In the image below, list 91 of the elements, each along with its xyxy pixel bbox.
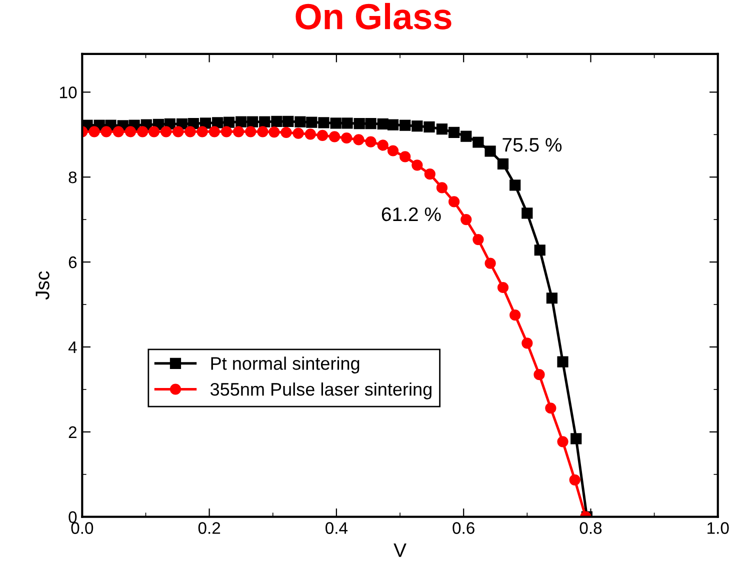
point — [268, 126, 280, 138]
point — [497, 158, 509, 170]
point — [271, 116, 282, 127]
point — [212, 117, 224, 128]
x-axis-title: V — [394, 544, 406, 557]
x-tick-label: 0.8 — [580, 522, 602, 534]
chart-title: On Glass — [296, 2, 452, 30]
point — [316, 130, 328, 142]
point — [557, 436, 568, 448]
point — [223, 116, 235, 128]
point — [160, 126, 172, 138]
y-tick-label: 4 — [68, 342, 77, 354]
x-tick-label: 1.0 — [708, 522, 729, 534]
point — [412, 120, 423, 132]
legend-label: 355nm Pulse laser sintering — [210, 382, 432, 400]
point — [137, 126, 148, 138]
point — [245, 126, 256, 138]
point — [510, 180, 521, 191]
point — [387, 119, 399, 130]
point — [257, 126, 268, 138]
x-tick-label: 0.6 — [452, 522, 474, 534]
point — [365, 118, 376, 130]
y-tick-label: 2 — [68, 426, 76, 438]
point — [342, 118, 353, 129]
point — [280, 126, 292, 138]
point — [412, 160, 423, 171]
point — [557, 356, 568, 368]
y-tick-label: 6 — [68, 256, 77, 268]
point — [330, 118, 342, 129]
point — [354, 118, 365, 130]
point — [377, 140, 388, 151]
point — [318, 117, 330, 128]
point — [304, 128, 316, 140]
point — [246, 116, 258, 128]
point — [232, 126, 244, 138]
point — [100, 126, 112, 138]
point — [365, 136, 376, 148]
point — [124, 126, 136, 138]
point — [570, 433, 582, 444]
point — [328, 131, 340, 142]
point — [88, 126, 100, 138]
point — [236, 116, 247, 128]
point — [294, 116, 306, 128]
y-tick-label: 0 — [68, 511, 77, 524]
x-tick-label: 0.4 — [326, 522, 348, 534]
point — [377, 118, 388, 130]
x-tick-label: 0.2 — [198, 522, 220, 534]
point — [484, 258, 496, 269]
point — [545, 402, 556, 414]
point — [460, 214, 472, 226]
point — [353, 134, 364, 146]
point — [448, 196, 460, 208]
point — [436, 124, 448, 135]
point — [292, 128, 304, 139]
point — [534, 244, 546, 256]
point — [472, 136, 484, 148]
y-tick-label: 8 — [68, 171, 77, 184]
point — [546, 292, 558, 304]
point — [112, 126, 124, 138]
point — [172, 126, 184, 138]
point — [534, 369, 545, 380]
point — [436, 182, 448, 194]
point — [400, 151, 411, 162]
point — [522, 208, 533, 219]
point — [522, 338, 533, 349]
point — [306, 116, 318, 128]
point — [341, 132, 352, 144]
point — [400, 120, 411, 131]
point — [387, 145, 399, 156]
point — [497, 282, 509, 294]
point — [424, 121, 435, 133]
point — [259, 116, 270, 128]
point — [220, 126, 232, 138]
point — [184, 126, 196, 138]
annotation: 75.5 % — [502, 138, 562, 152]
point — [208, 126, 220, 138]
point — [510, 310, 521, 321]
point — [484, 146, 496, 157]
point — [424, 168, 436, 180]
y-axis-title: Jsc — [36, 271, 50, 300]
annotation: 61.2 % — [382, 207, 441, 222]
y-tick-label: 10 — [60, 86, 77, 98]
point — [472, 234, 484, 246]
point — [569, 474, 580, 486]
legend-label: Pt normal sintering — [211, 356, 360, 374]
point — [196, 126, 208, 138]
point — [460, 130, 472, 142]
x-tick-label: 0.0 — [71, 522, 94, 534]
point — [282, 116, 294, 127]
point — [148, 126, 160, 138]
point — [448, 126, 460, 138]
